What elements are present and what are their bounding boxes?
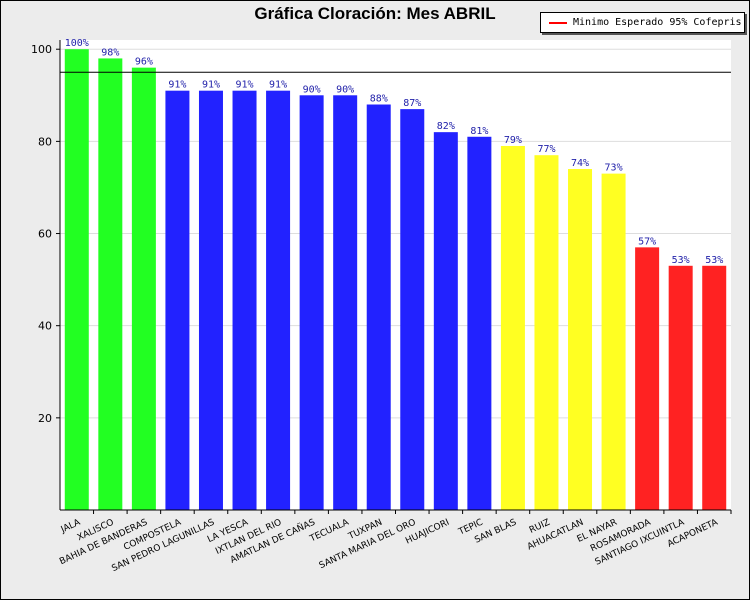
data-label: 53% [705,255,723,266]
bar [400,109,425,510]
bar [568,169,593,511]
legend-line-swatch [549,21,567,24]
bar [702,265,727,510]
data-label: 98% [101,47,119,58]
bar [635,247,660,510]
bar [64,49,89,510]
legend: Minimo Esperado 95% Cofepris [540,12,745,33]
data-label: 57% [638,236,656,247]
bar [266,90,291,510]
data-label: 73% [605,163,623,174]
data-label: 91% [202,80,220,91]
data-label: 79% [504,135,522,146]
data-label: 91% [235,80,253,91]
data-label: 81% [470,126,488,137]
bar [601,173,626,511]
bar [668,265,693,510]
chart-title: Gráfica Cloración: Mes ABRIL [254,4,496,23]
bar [534,155,559,510]
y-tick-label: 100 [31,43,52,56]
data-label: 82% [437,121,455,132]
data-label: 87% [403,98,421,109]
data-label: 88% [370,94,388,105]
bar [165,90,190,510]
legend-label: Minimo Esperado 95% Cofepris [573,17,742,28]
bar [366,104,391,511]
bar [500,145,525,510]
bar [98,58,123,511]
bar [131,67,156,510]
bar [198,90,223,510]
data-label: 90% [303,84,321,95]
bar [333,95,358,510]
data-label: 74% [571,158,589,169]
data-label: 53% [672,255,690,266]
bar [433,132,458,510]
y-tick-label: 60 [38,228,52,241]
y-tick-label: 80 [38,135,52,148]
data-label: 77% [537,144,555,155]
data-label: 100% [65,38,89,49]
y-tick-label: 20 [38,412,52,425]
bar [299,95,324,510]
bar [467,136,492,510]
bar [232,90,257,510]
data-label: 90% [336,84,354,95]
data-label: 91% [168,80,186,91]
plot-area [60,40,731,510]
data-label: 96% [135,57,153,68]
data-label: 91% [269,80,287,91]
y-tick-label: 40 [38,320,52,333]
